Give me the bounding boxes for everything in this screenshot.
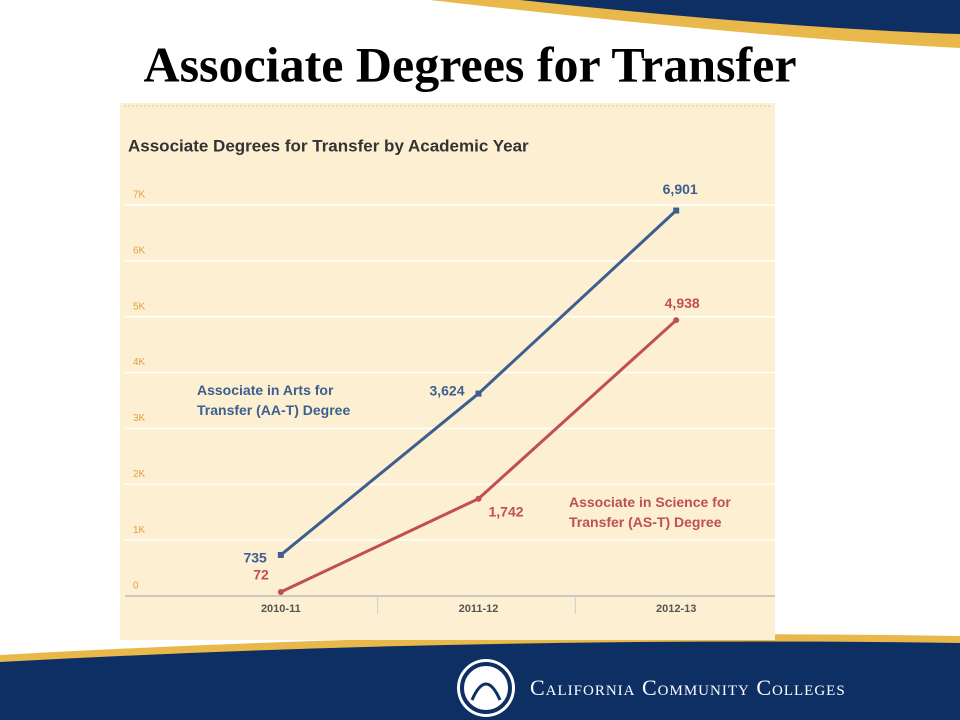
logo-outer [457, 659, 515, 717]
data-point [277, 588, 284, 595]
data-point [475, 495, 482, 502]
y-tick-label: 6K [133, 245, 146, 256]
value-label: 1,742 [489, 503, 524, 519]
y-tick-label: 5K [133, 301, 146, 312]
data-point [277, 551, 284, 558]
y-tick-label: 4K [133, 357, 146, 368]
value-label: 6,901 [663, 181, 698, 197]
y-tick-label: 7K [133, 190, 146, 201]
logo-mark [470, 682, 502, 701]
x-tick-label: 2010-11 [261, 603, 301, 615]
value-label: 3,624 [429, 382, 464, 398]
slide-title: Associate Degrees for Transfer [143, 36, 796, 92]
chart-panel [120, 103, 775, 640]
top-swoosh-navy [520, 0, 960, 34]
series-label: Associate in Science for Transfer (AS-T)… [569, 494, 731, 530]
y-tick-label: 1K [133, 525, 146, 536]
y-tick-label: 0 [133, 581, 139, 592]
value-label: 735 [243, 550, 267, 566]
logo-ring [460, 662, 512, 714]
y-tick-label: 3K [133, 413, 146, 424]
x-tick-label: 2011-12 [459, 603, 499, 615]
value-label: 72 [253, 567, 269, 583]
footer-text: California Community Colleges [530, 675, 846, 700]
data-point [673, 317, 680, 324]
series-label: Associate in Arts for Transfer (AA-T) De… [197, 382, 351, 418]
data-point [475, 390, 482, 397]
value-label: 4,938 [665, 295, 700, 311]
chart-title: Associate Degrees for Transfer by Academ… [128, 136, 529, 155]
data-point [673, 207, 680, 214]
x-tick-label: 2012-13 [656, 603, 696, 615]
y-tick-label: 2K [133, 469, 146, 480]
